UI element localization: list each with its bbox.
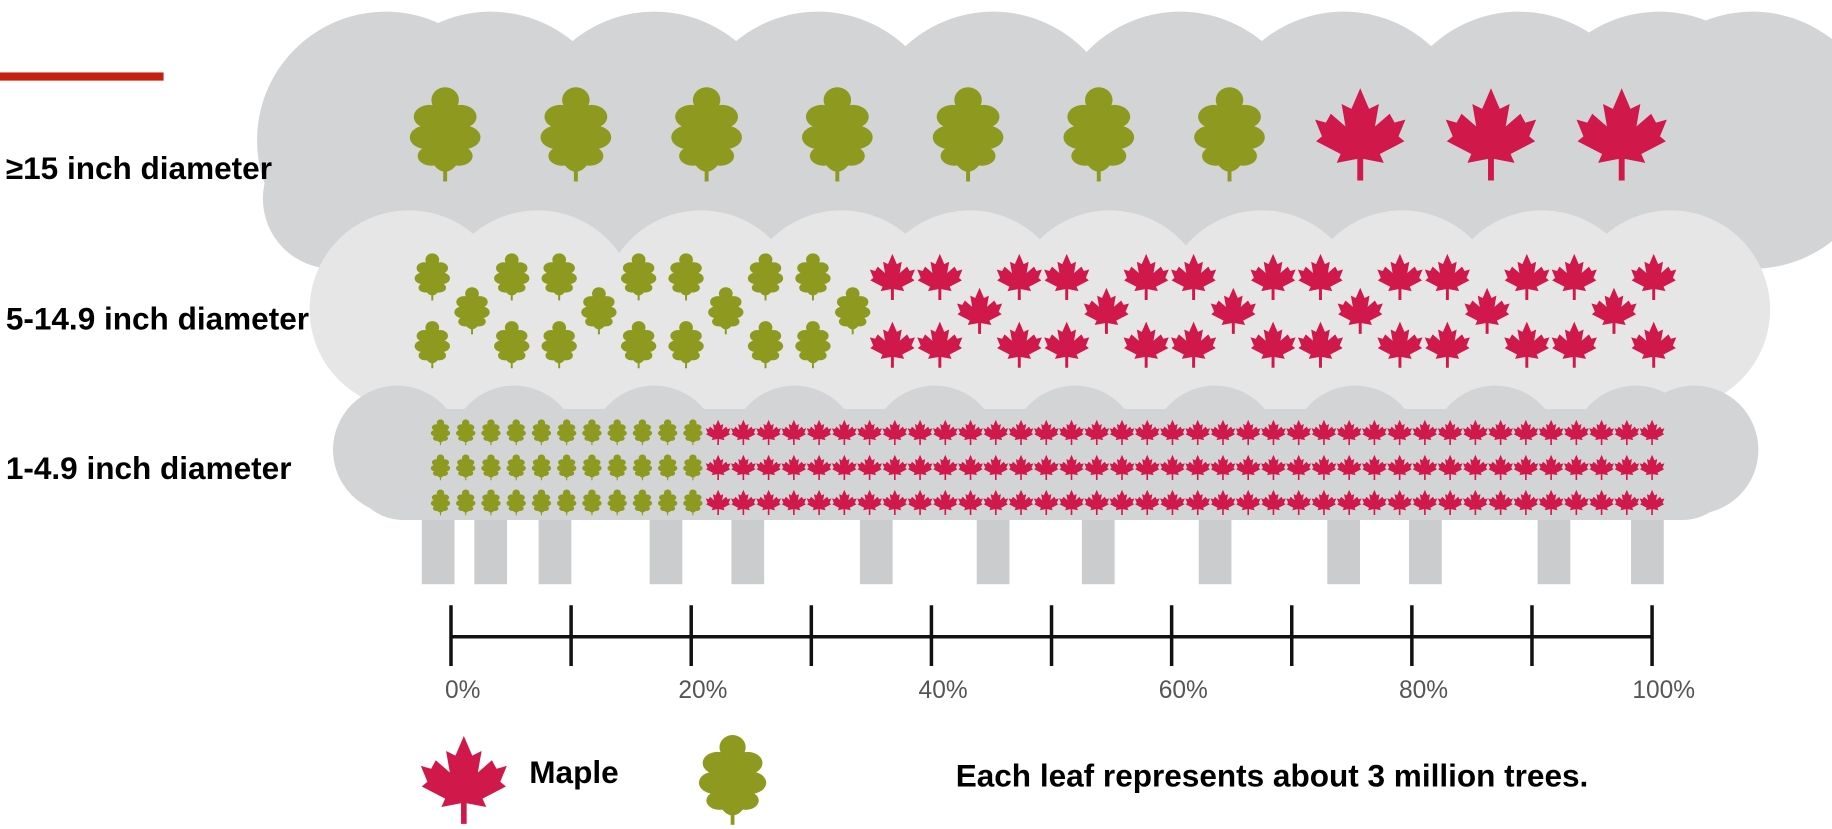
row-label: ≥15 inch diameter: [6, 150, 272, 186]
x-tick-label: 60%: [1159, 677, 1208, 704]
note: Each leaf represents about 3 million tre…: [956, 758, 1589, 794]
x-tick-label: 100%: [1632, 677, 1695, 704]
tree-crown: [338, 280, 1741, 409]
x-tick-label: 40%: [919, 677, 968, 704]
legend-label: Maple: [529, 754, 618, 790]
plot: 0% 20% 40% 60% 80% 100% ≥15 inch diameter 5-14.…: [6, 87, 1695, 825]
x-tick-label: 20%: [678, 677, 727, 704]
legend-icon: [698, 735, 767, 825]
row-label: 1-4.9 inch diameter: [6, 450, 292, 486]
legend-icon: [420, 735, 507, 824]
x-tick-label: 80%: [1399, 677, 1448, 704]
x-tick-label: 0%: [445, 677, 480, 704]
leaf-group: [430, 419, 703, 516]
row-label: 5-14.9 inch diameter: [6, 301, 309, 337]
accent-bar: [0, 72, 164, 81]
